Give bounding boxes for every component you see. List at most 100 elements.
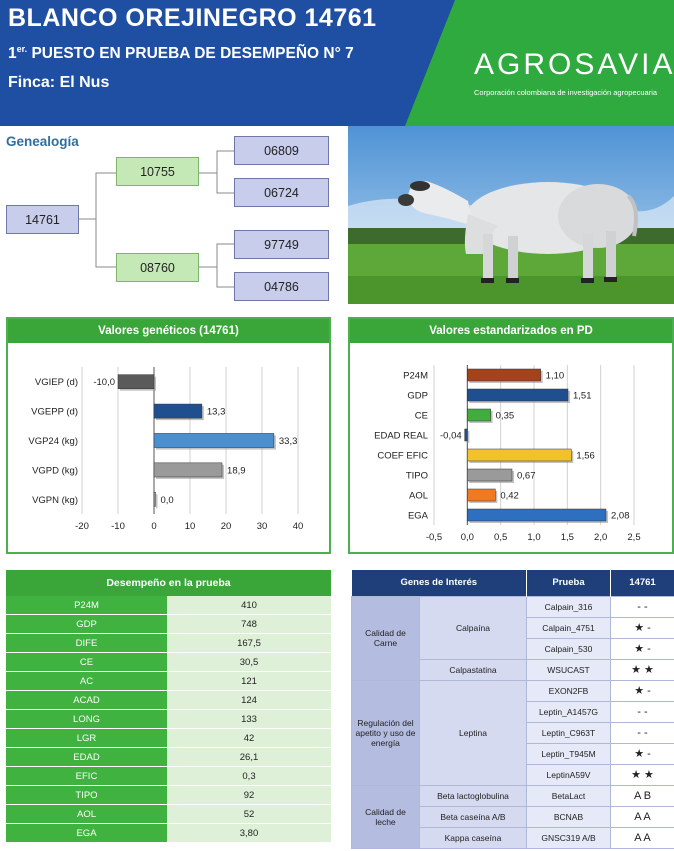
- dam-box: 08760: [116, 253, 199, 282]
- value-label: -10,0: [93, 377, 115, 388]
- performance-value: 121: [167, 672, 331, 690]
- standardized-values-panel: Valores estandarizados en PD -0,5 0,0 0,5 1…: [348, 317, 674, 554]
- category-label: GDP: [407, 391, 428, 402]
- genealogy-title: Genealogía: [6, 134, 79, 149]
- performance-row: ACAD 124: [6, 691, 331, 710]
- test-result: ★ ★: [610, 763, 674, 786]
- agrosavia-logo: AGROSAVIA: [474, 48, 674, 81]
- performance-value: 3,80: [167, 824, 331, 842]
- test-name: EXON2FB: [526, 679, 611, 702]
- performance-metric: LGR: [6, 729, 167, 747]
- header-background: [0, 0, 674, 126]
- sire-sire-box: 06809: [234, 136, 329, 165]
- gene-kappa-caseina: Kappa caseína: [419, 826, 527, 849]
- value-label: 0,0: [161, 495, 174, 506]
- genes-header-animal: 14761: [610, 570, 674, 596]
- value-label: 2,08: [611, 511, 630, 522]
- bar-shadow: [466, 431, 470, 443]
- x-tick-label: 1,5: [561, 532, 574, 543]
- bar-shadow: [156, 494, 158, 509]
- performance-row: LGR 42: [6, 729, 331, 748]
- bar: [467, 368, 541, 382]
- performance-metric: AC: [6, 672, 167, 690]
- logo-tagline: Corporación colombiana de investigación …: [474, 88, 658, 97]
- category-label: VGPN (kg): [32, 495, 78, 506]
- value-label: 1,10: [546, 371, 565, 382]
- x-tick-label: 2,0: [594, 532, 607, 543]
- test-result: ★ -: [610, 679, 674, 702]
- performance-value: 42: [167, 729, 331, 747]
- category-label: EDAD REAL: [374, 431, 428, 442]
- x-tick-label: 2,5: [627, 532, 640, 543]
- category-milk-quality: Calidad de leche: [351, 784, 420, 849]
- test-result: A A: [610, 805, 674, 828]
- test-name: BCNAB: [526, 805, 611, 828]
- gene-beta-caseina: Beta caseína A/B: [419, 805, 527, 828]
- performance-metric: TIPO: [6, 786, 167, 804]
- test-name: Calpain_316: [526, 595, 611, 618]
- performance-metric: P24M: [6, 596, 167, 614]
- sire-box: 10755: [116, 157, 199, 186]
- bar: [467, 448, 572, 462]
- header-banner: BLANCO OREJINEGRO 14761 1er. PUESTO EN P…: [0, 0, 674, 126]
- genetic-values-panel: Valores genéticos (14761) -20 -10 0 10 20 30 4…: [6, 317, 331, 554]
- test-result: - -: [610, 595, 674, 618]
- sire-dam-box: 06724: [234, 178, 329, 207]
- performance-metric: DIFE: [6, 634, 167, 652]
- performance-value: 167,5: [167, 634, 331, 652]
- category-label: VGEPP (d): [31, 407, 78, 418]
- x-tick-label: 1,0: [527, 532, 540, 543]
- performance-value: 52: [167, 805, 331, 823]
- value-label: 33,3: [279, 436, 298, 447]
- genes-table: Genes de Interés Prueba 14761 Calidad de…: [351, 570, 674, 849]
- performance-metric: EDAD: [6, 748, 167, 766]
- category-appetite-regulation: Regulación del apetito y uso de energía: [351, 679, 420, 786]
- category-label: COEF EFIC: [377, 451, 428, 462]
- test-result: A B: [610, 784, 674, 807]
- test-result: - -: [610, 700, 674, 723]
- performance-value: 748: [167, 615, 331, 633]
- test-name: Leptin_A1457G: [526, 700, 611, 723]
- x-tick-label: -10: [111, 521, 125, 532]
- category-label: VGPD (kg): [32, 465, 78, 476]
- bar: [117, 374, 155, 390]
- x-tick-label: 0,5: [494, 532, 507, 543]
- test-name: WSUCAST: [526, 658, 611, 681]
- test-result: - -: [610, 721, 674, 744]
- ranking-subtitle: 1er. PUESTO EN PRUEBA DE DESEMPEÑO N° 7: [8, 44, 354, 63]
- bar: [467, 468, 513, 482]
- bar: [153, 491, 156, 507]
- x-tick-label: -0,5: [426, 532, 442, 543]
- performance-value: 410: [167, 596, 331, 614]
- genes-header-genes: Genes de Interés: [351, 570, 527, 596]
- performance-row: EGA 3,80: [6, 824, 331, 843]
- performance-metric: LONG: [6, 710, 167, 728]
- performance-metric: EFIC: [6, 767, 167, 785]
- performance-row: EDAD 26,1: [6, 748, 331, 767]
- performance-metric: EGA: [6, 824, 167, 842]
- genealogy-connectors: [78, 150, 234, 288]
- performance-value: 124: [167, 691, 331, 709]
- bar: [153, 403, 203, 419]
- x-tick-label: 20: [221, 521, 232, 532]
- x-tick-label: 0,0: [461, 532, 474, 543]
- value-label: 0,42: [500, 491, 519, 502]
- test-result: A A: [610, 826, 674, 849]
- test-result: ★ -: [610, 616, 674, 639]
- bar: [153, 433, 275, 448]
- category-label: TIPO: [406, 471, 428, 482]
- farm-name: Finca: El Nus: [8, 74, 110, 91]
- performance-value: 92: [167, 786, 331, 804]
- x-tick-label: 0: [151, 521, 156, 532]
- performance-row: LONG 133: [6, 710, 331, 729]
- bar: [153, 462, 223, 478]
- x-tick-label: 40: [293, 521, 304, 532]
- performance-title: Desempeño en la prueba: [6, 570, 331, 596]
- performance-value: 30,5: [167, 653, 331, 671]
- bar: [464, 428, 468, 442]
- category-label: VGIEP (d): [35, 377, 78, 388]
- test-name: Calpain_4751: [526, 616, 611, 639]
- genes-header-test: Prueba: [526, 570, 611, 596]
- test-name: Calpain_530: [526, 637, 611, 660]
- test-name: Leptin_C963T: [526, 721, 611, 744]
